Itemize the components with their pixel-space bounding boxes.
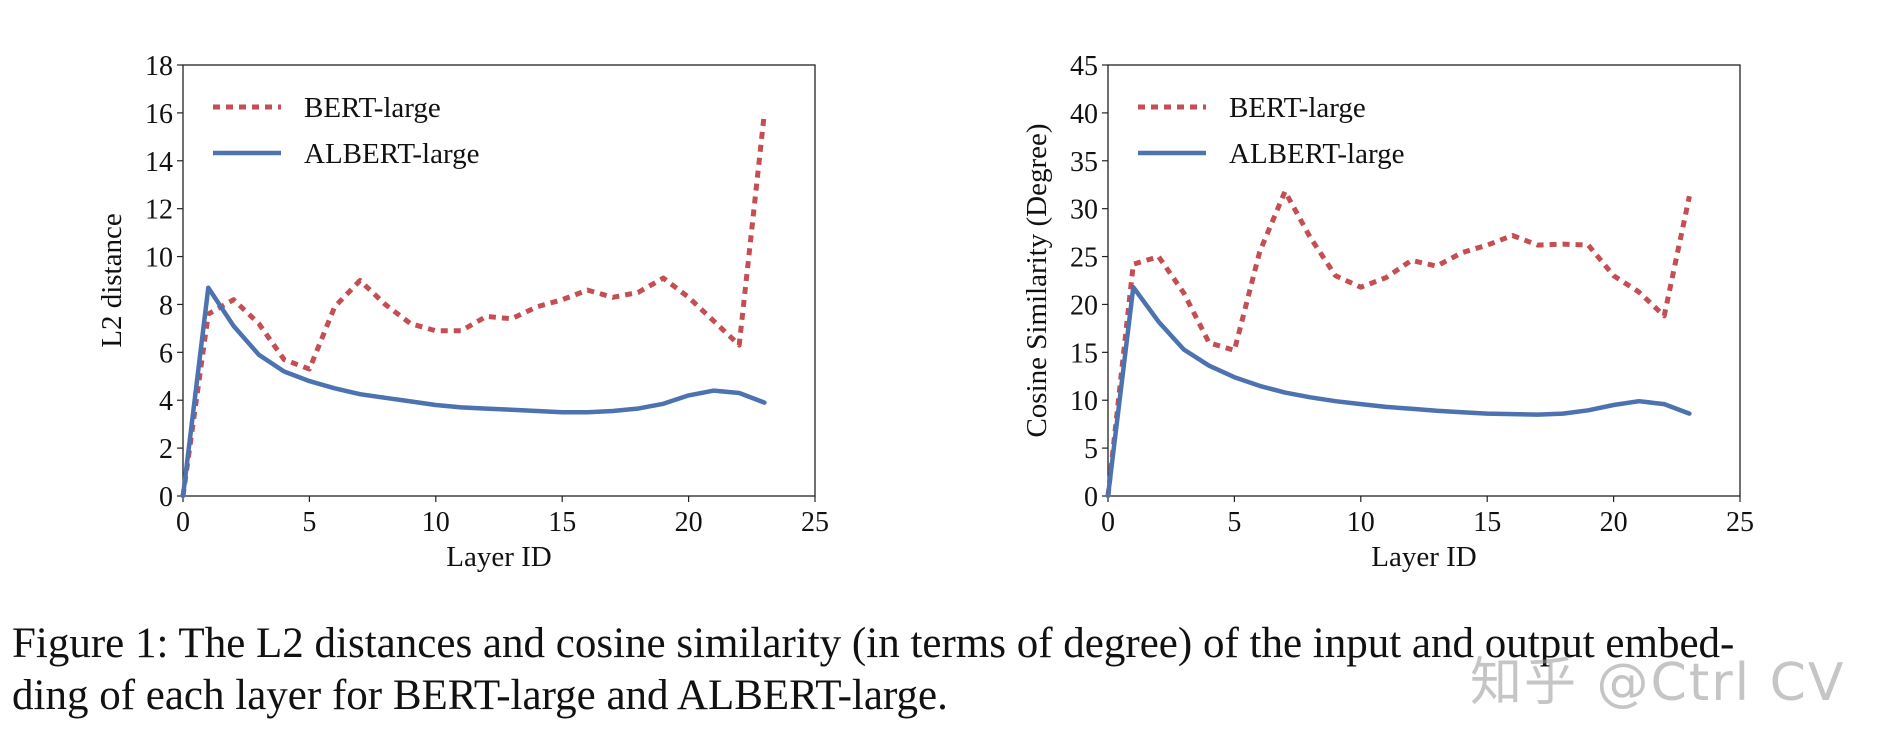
series-line-albert-large	[1105, 284, 1692, 499]
x-tick-label: 25	[1726, 507, 1754, 538]
caption-line-1: Figure 1: The L2 distances and cosine si…	[12, 620, 1735, 667]
y-tick-label: 0	[159, 482, 173, 513]
y-tick-label: 2	[159, 434, 173, 465]
y-tick-label: 20	[1070, 290, 1098, 321]
chart-2: 0 5 10 15 20 25 0 5 10 15 20 25 30 35 40 45 Layer ID Cosi…	[1021, 51, 1754, 573]
plot-frame	[1107, 64, 1741, 497]
x-tick-label: 20	[1600, 507, 1628, 538]
y-tick-label: 15	[1070, 338, 1098, 369]
plot-frame	[182, 64, 816, 497]
y-tick-label: 30	[1070, 195, 1098, 226]
y-tick-label: 6	[159, 338, 173, 369]
y-tick-label: 4	[159, 386, 173, 417]
y-tick-label: 10	[1070, 386, 1098, 417]
series-line-bert-large	[180, 112, 767, 497]
x-tick-label: 10	[1347, 507, 1375, 538]
x-tick-label: 0	[1101, 507, 1115, 538]
y-tick-label: 14	[145, 147, 173, 178]
legend-label: BERT-large	[304, 92, 441, 124]
chart-1: 0 5 10 15 20 25 0 2 4 6 8 10 12 14 16 18 Layer ID L2 dist…	[96, 51, 829, 573]
x-axis-label: Layer ID	[446, 541, 551, 573]
y-tick-label: 18	[145, 51, 173, 82]
y-tick-label: 25	[1070, 243, 1098, 274]
y-tick-label: 12	[145, 195, 173, 226]
x-tick-label: 0	[176, 507, 190, 538]
series-line-albert-large	[180, 285, 767, 499]
charts-area: 0 5 10 15 20 25 0 2 4 6 8 10 12 14 16 18 Layer ID L2 dist…	[96, 51, 1754, 573]
legend-label: BERT-large	[1229, 92, 1366, 124]
legend-label: ALBERT-large	[304, 138, 479, 170]
x-tick-label: 10	[422, 507, 450, 538]
x-tick-label: 15	[1473, 507, 1501, 538]
x-tick-label: 15	[548, 507, 576, 538]
legend: BERT-large ALBERT-large	[213, 92, 479, 170]
x-axis-label: Layer ID	[1371, 541, 1476, 573]
x-tick-label: 25	[801, 507, 829, 538]
y-tick-label: 5	[1084, 434, 1098, 465]
x-tick-label: 5	[302, 507, 316, 538]
watermark: 知乎 @Ctrl CV	[1470, 653, 1846, 713]
y-tick-label: 40	[1070, 99, 1098, 130]
y-tick-label: 16	[145, 99, 173, 130]
y-tick-label: 45	[1070, 51, 1098, 82]
y-tick-label: 35	[1070, 147, 1098, 178]
figure-caption: Figure 1: The L2 distances and cosine si…	[12, 618, 1862, 722]
y-axis-label: Cosine Similarity (Degree)	[1021, 123, 1053, 437]
x-tick-label: 5	[1227, 507, 1241, 538]
x-tick-label: 20	[675, 507, 703, 538]
caption-line-2: ding of each layer for BERT-large and AL…	[12, 672, 948, 719]
legend: BERT-large ALBERT-large	[1138, 92, 1404, 170]
y-tick-label: 10	[145, 243, 173, 274]
legend-label: ALBERT-large	[1229, 138, 1404, 170]
y-tick-label: 8	[159, 290, 173, 321]
y-tick-label: 0	[1084, 482, 1098, 513]
series-line-bert-large	[1105, 188, 1692, 497]
y-axis-label: L2 distance	[96, 213, 128, 347]
